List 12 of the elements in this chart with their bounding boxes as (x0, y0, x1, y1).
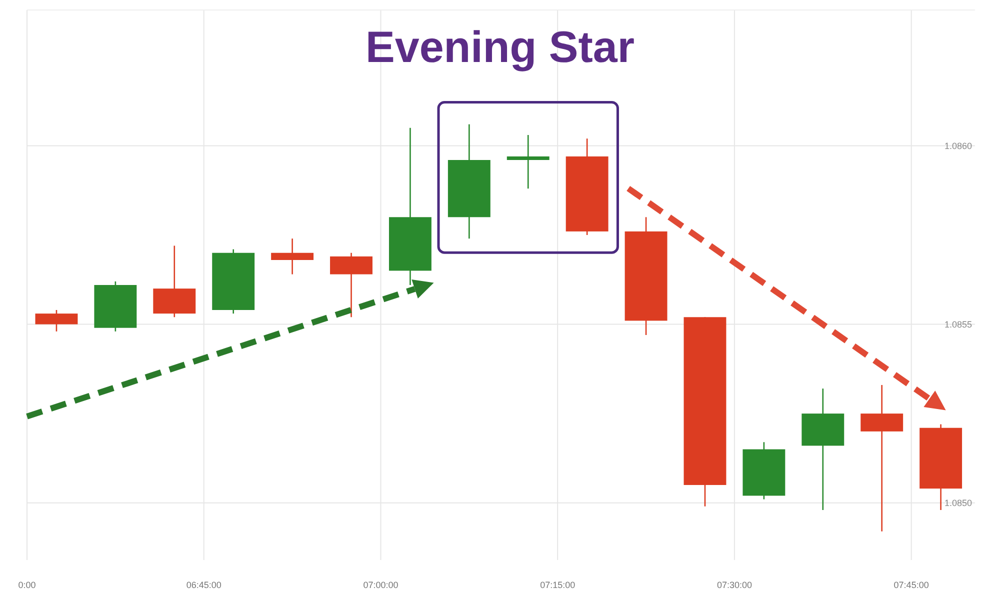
x-tick-label: 07:45:00 (894, 580, 929, 590)
y-tick-label: 1.0850 (944, 498, 972, 508)
x-tick-label: 07:15:00 (540, 580, 576, 590)
y-tick-label: 1.0855 (944, 319, 972, 330)
x-tick-label: 06:45:00 (186, 580, 222, 590)
candlestick (860, 384, 904, 532)
x-tick-label: 0:00 (18, 580, 36, 590)
x-tick-label: 07:00:00 (363, 580, 398, 590)
candlestick (506, 134, 550, 190)
chart-title: Evening Star (366, 23, 634, 72)
x-tick-label: 07:30:00 (716, 580, 752, 590)
y-tick-label: 1.0860 (944, 140, 972, 151)
